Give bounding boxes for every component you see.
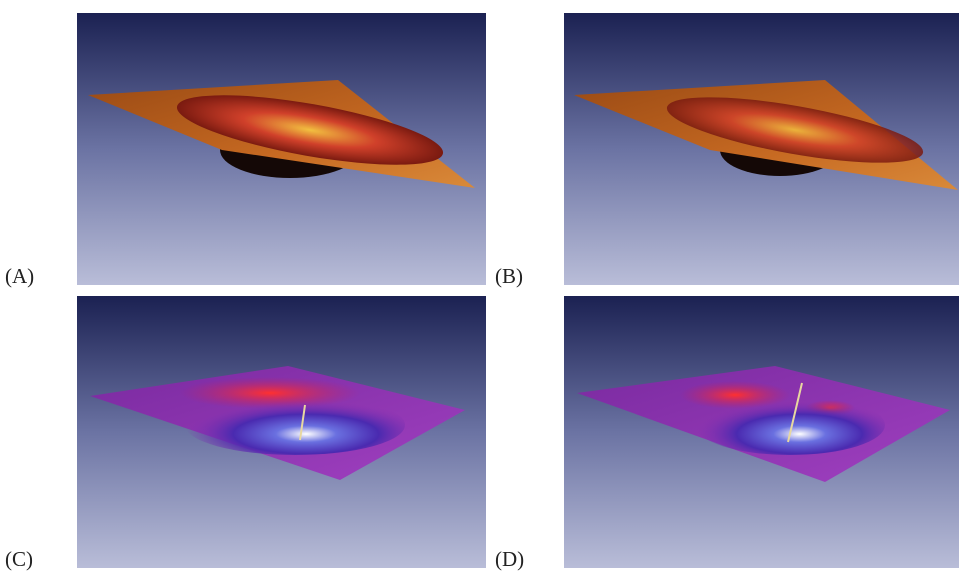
panel-a	[77, 13, 486, 285]
panel-d	[564, 296, 959, 568]
panel-label: (C)	[5, 547, 33, 571]
panel-label: (B)	[495, 264, 523, 288]
surface-well	[695, 395, 885, 455]
page: (A) (B) (C) (D) (() => { const data = JS…	[0, 0, 959, 571]
panel-c	[77, 296, 486, 568]
figure: (A) (B) (C) (D)	[0, 0, 959, 571]
surface-well	[185, 395, 405, 455]
panel-label: (A)	[5, 264, 34, 288]
panel-b	[564, 13, 959, 285]
panel-label: (D)	[495, 547, 524, 571]
